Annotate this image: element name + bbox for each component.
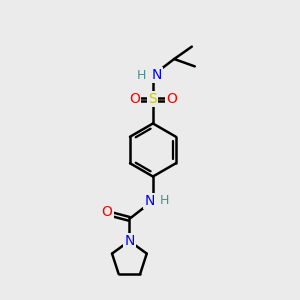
Text: O: O (129, 92, 140, 106)
Text: N: N (151, 68, 162, 82)
Text: O: O (102, 205, 112, 219)
Text: O: O (166, 92, 177, 106)
Text: S: S (148, 92, 157, 106)
Text: H: H (137, 69, 146, 82)
Text: N: N (144, 194, 154, 208)
Text: N: N (124, 234, 135, 248)
Text: N: N (124, 234, 135, 248)
Text: H: H (159, 194, 169, 207)
